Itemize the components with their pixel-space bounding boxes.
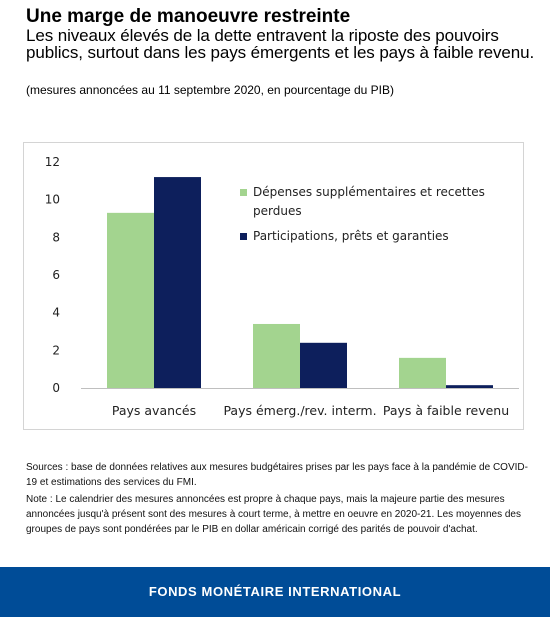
legend-label-loans: Participations, prêts et garanties [253,229,449,243]
note-text: Note : Le calendrier des mesures annoncé… [26,494,521,535]
y-tick-label: 8 [52,230,60,244]
chart-title: Une marge de manoeuvre restreinte [26,6,351,27]
y-tick-label: 10 [45,193,60,207]
y-tick-label: 2 [52,343,60,357]
chart-legend: Dépenses supplémentaires et recettes per… [240,183,510,246]
x-tick-label: Pays à faible revenu [383,403,509,418]
footer-banner: FONDS MONÉTAIRE INTERNATIONAL [0,567,550,617]
bar-loans-0 [154,177,201,388]
y-tick-label: 4 [52,306,60,320]
y-tick-label: 0 [52,381,60,395]
chart-frame: 0 2 4 6 8 10 12 Pays avancés Pays émerg./rev. in… [23,142,524,430]
bar-spending-2 [399,357,446,388]
legend-swatch-loans [240,233,247,240]
bar-chart: 0 2 4 6 8 10 12 Pays avancés Pays émerg./rev. in… [45,155,519,418]
legend-label-spending: Dépenses supplémentaires et recettes per… [253,185,485,218]
bar-loans-1 [300,342,347,388]
legend-swatch-spending [240,189,247,196]
bar-spending-0 [107,212,154,388]
y-tick-label: 6 [52,268,60,282]
sources-block: Sources : base de données relatives aux … [26,460,531,539]
bar-spending-1 [253,323,300,388]
chart-subtitle: Les niveaux élevés de la dette entravent… [26,26,535,62]
x-tick-label: Pays émerg./rev. interm. [223,403,376,418]
y-tick-label: 12 [45,155,60,169]
x-tick-label: Pays avancés [112,403,196,418]
bar-loans-2 [446,385,493,388]
legend-item-loans: Participations, prêts et garanties [240,227,510,246]
legend-item-spending: Dépenses supplémentaires et recettes per… [240,183,510,221]
sources-text: Sources : base de données relatives aux … [26,462,528,488]
units-note: (mesures annoncées au 11 septembre 2020,… [26,83,395,97]
footer-label: FONDS MONÉTAIRE INTERNATIONAL [148,584,402,599]
